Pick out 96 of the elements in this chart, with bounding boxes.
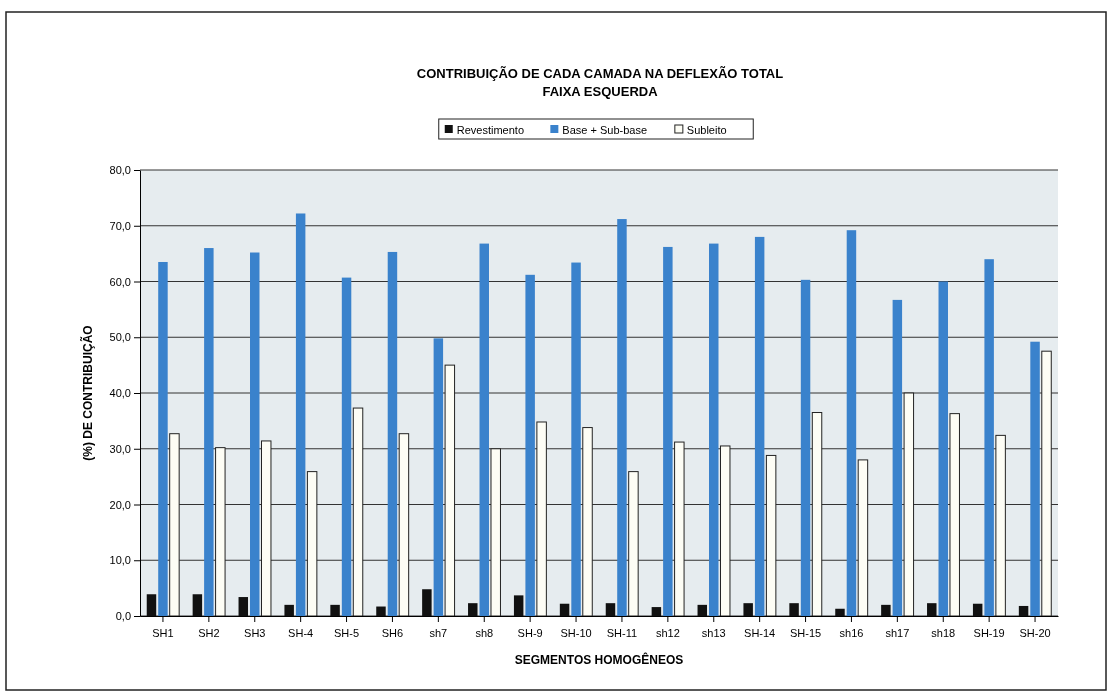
bar	[719, 445, 731, 617]
x-tick-label: SH2	[198, 627, 220, 640]
bar	[422, 589, 432, 616]
x-axis-title: SEGMENTOS HOMOGÊNEOS	[514, 652, 684, 667]
bar	[800, 279, 811, 616]
y-tick-label: 60,0	[109, 275, 131, 288]
bar	[146, 594, 157, 616]
bar	[835, 608, 845, 616]
bar	[697, 604, 708, 616]
bar	[1018, 605, 1029, 616]
bar	[169, 433, 180, 617]
bar	[250, 252, 260, 616]
bar	[433, 338, 444, 616]
x-tick-label: SH3	[244, 627, 266, 640]
bar	[571, 262, 581, 616]
bar	[617, 219, 627, 616]
bar	[398, 433, 410, 617]
bar	[525, 274, 535, 616]
x-tick-label: SH-4	[288, 627, 314, 640]
bar	[215, 447, 226, 617]
bar	[651, 607, 662, 616]
bar	[754, 236, 765, 616]
y-tick-label: 70,0	[109, 219, 131, 232]
x-tick-label: sh12	[655, 627, 680, 640]
legend-label: Base + Sub-base	[562, 124, 648, 136]
bar	[984, 259, 994, 616]
bar	[892, 299, 903, 616]
y-tick-label: 80,0	[109, 164, 131, 177]
y-tick-label: 10,0	[109, 554, 131, 567]
bar	[536, 421, 547, 617]
bar	[927, 603, 937, 616]
bar	[628, 471, 639, 617]
bar	[811, 412, 823, 617]
x-tick-label: SH6	[381, 627, 404, 640]
x-tick-label: sh7	[429, 627, 448, 640]
bar	[444, 364, 456, 617]
x-tick-label: SH-20	[1019, 627, 1051, 640]
bar	[284, 604, 294, 616]
x-tick-label: SH-14	[744, 627, 776, 640]
x-tick-label: sh18	[931, 627, 956, 640]
x-tick-label: SH-15	[789, 627, 822, 640]
bar	[1041, 350, 1052, 617]
bar	[352, 407, 364, 617]
bar	[306, 471, 318, 617]
y-tick-label: 30,0	[109, 442, 131, 455]
y-axis-title: (%) DE CONTRIBUIÇÃO	[80, 325, 95, 461]
bar	[490, 448, 501, 617]
bar	[709, 243, 719, 616]
legend-label: Subleito	[686, 124, 727, 136]
bar	[846, 230, 857, 616]
bar	[881, 604, 891, 616]
bar	[1030, 341, 1040, 616]
bar	[582, 427, 593, 617]
bar	[387, 251, 398, 616]
bar	[949, 413, 960, 617]
bar	[765, 454, 777, 617]
bar	[295, 213, 306, 616]
x-tick-label: SH-9	[517, 627, 543, 640]
x-tick-label: sh17	[885, 627, 910, 640]
bar	[204, 248, 214, 616]
bar	[605, 603, 616, 616]
y-tick-label: 20,0	[109, 498, 131, 511]
bar	[663, 246, 673, 616]
bar	[513, 595, 524, 616]
bar	[376, 606, 386, 616]
bar	[857, 459, 869, 617]
bar	[559, 603, 570, 616]
x-tick-label: sh16	[839, 627, 864, 640]
bar	[972, 603, 983, 616]
bar	[674, 441, 685, 617]
bar	[260, 440, 272, 617]
chart-subtitle: FAIXA ESQUERDA	[542, 84, 659, 99]
bar	[192, 594, 203, 616]
legend-label: Revestimento	[456, 124, 525, 136]
bar	[938, 281, 948, 616]
x-tick-label: SH-10	[560, 627, 592, 640]
bar	[238, 597, 249, 616]
x-tick-label: sh8	[475, 627, 494, 640]
x-tick-label: SH-5	[334, 627, 360, 640]
x-tick-label: SH1	[152, 627, 174, 640]
bar	[468, 603, 478, 616]
x-tick-label: SH-19	[973, 627, 1005, 640]
bar	[479, 243, 489, 616]
bar	[341, 277, 352, 616]
bar	[903, 392, 915, 617]
bar	[158, 261, 168, 616]
x-tick-label: SH-11	[606, 627, 638, 640]
y-tick-label: 40,0	[109, 387, 131, 400]
x-tick-label: sh13	[701, 627, 726, 640]
bar	[995, 434, 1006, 617]
chart-title: CONTRIBUIÇÃO DE CADA CAMADA NA DEFLEXÃO TOTAL	[416, 66, 784, 81]
y-tick-label: 0,0	[115, 610, 131, 623]
bar	[330, 604, 340, 616]
bar	[789, 603, 799, 616]
y-tick-label: 50,0	[109, 331, 131, 344]
bar	[743, 603, 753, 616]
